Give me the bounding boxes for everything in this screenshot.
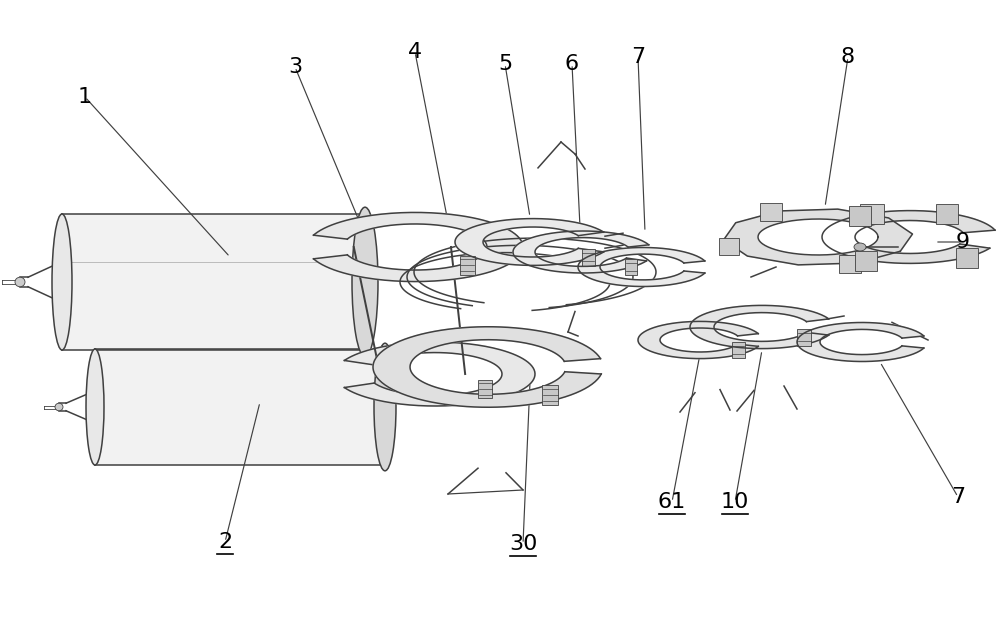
FancyBboxPatch shape — [582, 249, 594, 266]
Polygon shape — [455, 218, 604, 266]
FancyBboxPatch shape — [478, 380, 492, 398]
Polygon shape — [822, 211, 995, 263]
Ellipse shape — [15, 277, 25, 287]
Text: 4: 4 — [408, 42, 422, 62]
Text: 2: 2 — [218, 532, 232, 552]
FancyBboxPatch shape — [719, 238, 739, 255]
Ellipse shape — [52, 214, 72, 350]
Text: 8: 8 — [841, 47, 855, 67]
Text: 30: 30 — [509, 534, 537, 554]
Ellipse shape — [854, 243, 866, 251]
Polygon shape — [758, 219, 878, 255]
Polygon shape — [724, 209, 912, 265]
Polygon shape — [373, 327, 601, 407]
Polygon shape — [797, 322, 924, 361]
Polygon shape — [578, 248, 705, 287]
Polygon shape — [513, 231, 649, 273]
FancyBboxPatch shape — [839, 255, 861, 273]
FancyBboxPatch shape — [542, 385, 558, 405]
Text: 61: 61 — [658, 492, 686, 512]
FancyBboxPatch shape — [625, 259, 637, 275]
Text: 3: 3 — [288, 57, 302, 77]
Ellipse shape — [86, 349, 104, 465]
Text: 7: 7 — [631, 47, 645, 67]
Text: 10: 10 — [721, 492, 749, 512]
Text: 5: 5 — [498, 54, 512, 74]
FancyBboxPatch shape — [460, 256, 475, 274]
FancyBboxPatch shape — [855, 251, 877, 271]
FancyBboxPatch shape — [956, 248, 978, 268]
Polygon shape — [62, 214, 365, 350]
Polygon shape — [95, 349, 385, 465]
FancyBboxPatch shape — [849, 207, 871, 226]
Polygon shape — [344, 342, 535, 406]
Text: 1: 1 — [78, 87, 92, 107]
FancyBboxPatch shape — [797, 328, 811, 345]
Ellipse shape — [55, 403, 63, 411]
FancyBboxPatch shape — [732, 342, 744, 358]
Polygon shape — [638, 322, 758, 359]
FancyBboxPatch shape — [760, 203, 782, 221]
Ellipse shape — [352, 207, 378, 357]
Text: 6: 6 — [565, 54, 579, 74]
FancyBboxPatch shape — [860, 203, 884, 224]
Text: 9: 9 — [956, 232, 970, 252]
FancyBboxPatch shape — [936, 204, 958, 224]
Ellipse shape — [374, 343, 396, 471]
Polygon shape — [690, 305, 829, 348]
Polygon shape — [314, 213, 523, 282]
Text: 7: 7 — [951, 487, 965, 507]
